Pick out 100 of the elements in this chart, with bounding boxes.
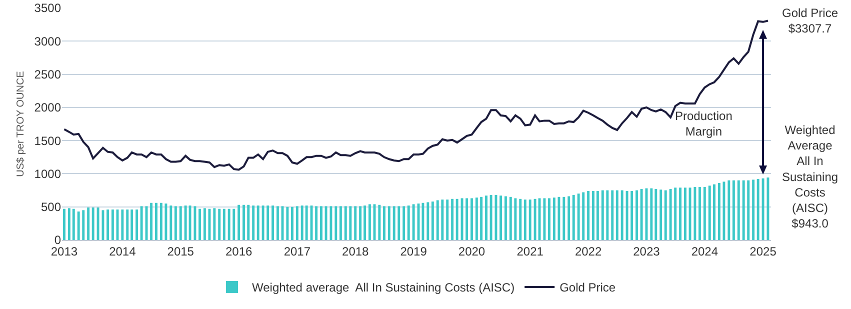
y-tick-label: 2000 (34, 100, 62, 115)
bar (364, 206, 366, 240)
x-tick-label: 2022 (574, 244, 602, 258)
bar (68, 208, 70, 240)
bar (552, 198, 556, 240)
bar (611, 190, 614, 240)
annotation: Gold Price $3307.7 (782, 6, 838, 36)
bar (742, 180, 745, 240)
bar (72, 208, 75, 240)
bar (296, 206, 298, 240)
annotation: Weighted Average All In Sustaining Costs (AISC) $943.0 (782, 123, 838, 231)
bar (218, 208, 221, 240)
y-tick-label: 2500 (34, 67, 62, 82)
x-tick-label: 2021 (516, 244, 544, 258)
bar (272, 206, 274, 240)
bar (460, 198, 464, 240)
x-tick-label: 2016 (225, 244, 252, 258)
bar (762, 178, 764, 240)
bar (426, 202, 430, 240)
y-tick-label: 3000 (34, 34, 62, 48)
bar (77, 212, 80, 240)
bar (475, 198, 478, 240)
bar (756, 179, 760, 240)
bar (713, 184, 716, 240)
bar (368, 204, 371, 240)
bar (630, 190, 634, 240)
bar (290, 206, 294, 240)
y-tick-label: 1500 (34, 134, 62, 148)
bar (247, 204, 250, 240)
bar (490, 194, 492, 240)
bar (121, 210, 124, 240)
bar (528, 200, 532, 240)
bar (111, 210, 114, 240)
bar (126, 210, 129, 240)
bar (315, 206, 318, 240)
line-series (63, 20, 769, 171)
bar (150, 202, 153, 240)
bar (252, 206, 255, 240)
legend-label: Gold Price (560, 280, 616, 295)
bar (96, 208, 100, 240)
bar (698, 186, 701, 240)
bar (606, 190, 609, 240)
bar (543, 198, 546, 240)
bar (500, 196, 502, 240)
bar (728, 180, 730, 240)
bar (470, 198, 473, 240)
bar (708, 186, 711, 240)
bar (441, 200, 444, 240)
bar (514, 198, 517, 240)
bar (339, 206, 342, 240)
bar (620, 190, 624, 240)
bar (534, 198, 536, 240)
x-tick-label: 2014 (109, 244, 136, 258)
bar (63, 208, 66, 240)
bar (587, 190, 590, 240)
bar (184, 206, 187, 240)
bar (238, 204, 240, 240)
bar (660, 190, 662, 240)
bar (718, 182, 720, 240)
bar (456, 198, 458, 240)
bar (378, 204, 381, 240)
bar (436, 200, 439, 240)
bar (592, 190, 594, 240)
bar (572, 194, 575, 240)
bar (747, 180, 750, 240)
bar (451, 198, 454, 240)
bar (703, 186, 706, 240)
bar (674, 188, 677, 240)
x-tick-label: 2017 (284, 244, 311, 258)
bar (626, 190, 628, 240)
bar (398, 206, 400, 240)
bar (669, 188, 672, 240)
bar (412, 204, 415, 240)
bar (276, 206, 279, 240)
bar (752, 180, 755, 240)
annotation: Production Margin (675, 109, 732, 139)
bar (737, 180, 740, 240)
bar (305, 206, 308, 240)
bar (562, 196, 566, 240)
bar (392, 206, 396, 240)
bar (87, 208, 90, 240)
bar (679, 188, 682, 240)
bar (577, 194, 580, 240)
bar (155, 202, 158, 240)
bar (354, 206, 357, 240)
x-tick-label: 2024 (691, 244, 718, 258)
x-tick-label: 2025 (750, 244, 777, 258)
bar (664, 190, 667, 240)
bar (324, 206, 328, 240)
bar (402, 206, 406, 240)
bar (732, 180, 735, 240)
bar (422, 202, 424, 240)
bar (286, 206, 289, 240)
bar (485, 196, 488, 240)
bar (636, 190, 638, 240)
bar (466, 198, 468, 240)
bar (256, 206, 260, 240)
bar (266, 206, 270, 240)
bar (684, 188, 686, 240)
bar (548, 198, 550, 240)
